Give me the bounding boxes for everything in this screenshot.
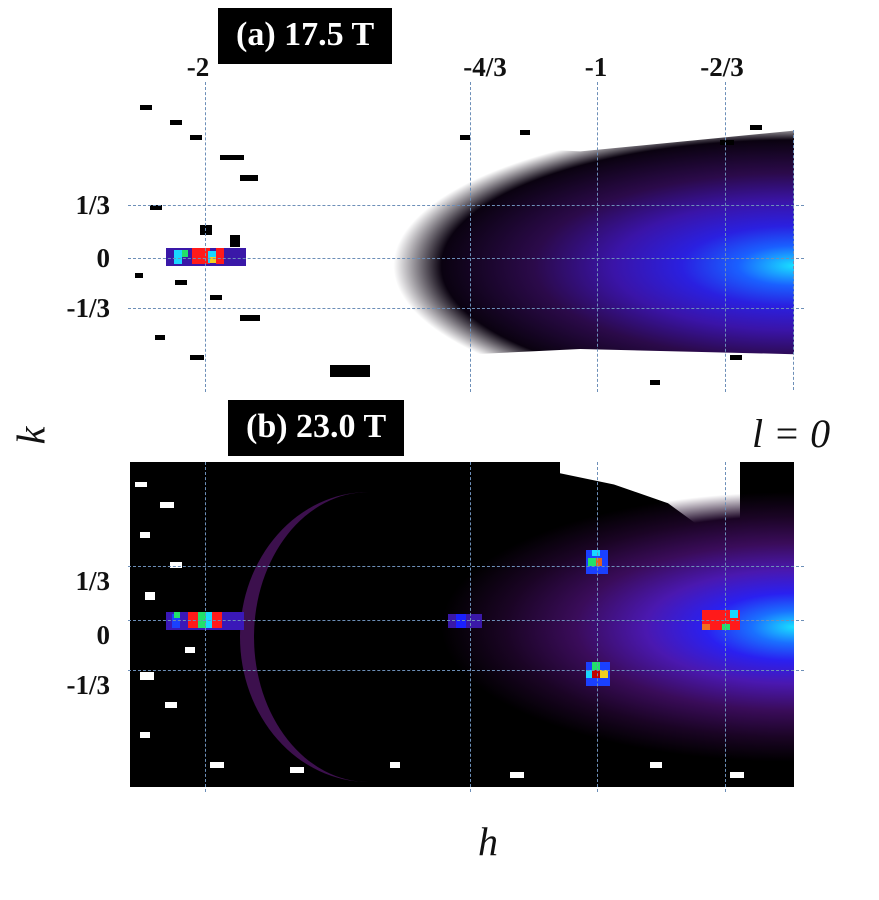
peak-pixel bbox=[592, 662, 600, 670]
grid-k-1-3-b bbox=[128, 566, 804, 567]
y-tick-1-3-b: 1/3 bbox=[75, 566, 110, 596]
noise-pixel bbox=[730, 772, 744, 778]
noise-pixel bbox=[155, 335, 165, 340]
peak-pixel bbox=[174, 612, 180, 618]
peak-pixel bbox=[174, 250, 182, 264]
noise-pixel bbox=[185, 647, 195, 653]
heatmap-panel-b bbox=[130, 462, 794, 787]
peak-pixel bbox=[210, 257, 216, 263]
y-axis-label: k bbox=[8, 426, 54, 445]
heatmap-panel-a bbox=[130, 95, 794, 390]
noise-pixel bbox=[210, 295, 222, 300]
noise-pixel bbox=[210, 762, 224, 768]
noise-pixel bbox=[170, 562, 182, 568]
noise-pixel bbox=[240, 175, 258, 181]
peak-pixel bbox=[702, 624, 710, 630]
noise-pixel bbox=[135, 273, 143, 278]
y-tick-1-3-a: 1/3 bbox=[75, 190, 110, 220]
x-tick-minus-1: -1 bbox=[584, 52, 608, 82]
panel-b-label: (b) 23.0 T bbox=[228, 400, 405, 456]
noise-pixel bbox=[150, 205, 162, 210]
noise-pixel bbox=[460, 135, 470, 140]
grid-k-1-3-a bbox=[128, 205, 804, 206]
grid-right-edge-a bbox=[793, 130, 794, 390]
noise-pixel bbox=[200, 225, 212, 235]
noise-pixel bbox=[140, 672, 154, 680]
l-annotation: l = 0 bbox=[752, 411, 831, 456]
noise-pixel bbox=[230, 235, 240, 247]
x-tick-minus-2-3: -2/3 bbox=[700, 52, 744, 82]
noise-pixel bbox=[165, 702, 177, 708]
noise-pixel bbox=[750, 125, 762, 130]
diffuse-cloud bbox=[281, 130, 794, 362]
grid-h-minus-2-b bbox=[205, 462, 206, 792]
noise-pixel bbox=[390, 762, 400, 768]
noise-pixel bbox=[140, 105, 152, 110]
grid-h-minus-1-b bbox=[597, 462, 598, 792]
x-axis-label: h bbox=[478, 819, 498, 864]
grid-h-minus-2-a bbox=[205, 82, 206, 392]
peak-pixel bbox=[182, 250, 188, 257]
peak-pixel bbox=[456, 614, 466, 628]
y-tick-0-a: 0 bbox=[96, 243, 111, 273]
noise-pixel bbox=[510, 772, 524, 778]
peak-pixel bbox=[172, 614, 180, 628]
peak-pixel bbox=[730, 610, 738, 618]
noise-pixel bbox=[220, 155, 244, 160]
x-tick-minus-2: -2 bbox=[186, 52, 210, 82]
noise-pixel bbox=[135, 482, 147, 487]
noise-pixel bbox=[190, 135, 202, 140]
noise-pixel bbox=[650, 762, 662, 768]
noise-pixel bbox=[140, 532, 150, 538]
grid-k-0-a bbox=[128, 258, 804, 259]
grid-k-minus-1-3-b bbox=[128, 670, 804, 671]
peak-pixel bbox=[600, 670, 608, 678]
noise-pixel bbox=[240, 315, 260, 321]
diffuse-arc bbox=[240, 492, 454, 782]
y-tick-minus-1-3-a: -1/3 bbox=[66, 293, 111, 323]
grid-h-minus-4-3-b bbox=[470, 462, 471, 792]
noise-pixel bbox=[730, 355, 742, 360]
noise-pixel bbox=[145, 592, 155, 600]
peak-pixel bbox=[588, 558, 596, 566]
grid-h-minus-2-3-b bbox=[725, 462, 726, 792]
grid-k-0-b bbox=[128, 620, 804, 621]
peak-pixel bbox=[596, 558, 602, 566]
peak-pixel bbox=[586, 670, 592, 678]
noise-pixel bbox=[290, 767, 304, 773]
noise-pixel bbox=[170, 120, 182, 125]
noise-pixel bbox=[160, 502, 174, 508]
x-tick-minus-4-3: -4/3 bbox=[463, 52, 507, 82]
grid-k-minus-1-3-a bbox=[128, 308, 804, 309]
noise-pixel bbox=[140, 732, 150, 738]
peak-pixel bbox=[592, 550, 600, 556]
y-tick-minus-1-3-b: -1/3 bbox=[66, 670, 111, 700]
peak-pixel bbox=[216, 248, 224, 264]
grid-h-minus-2-3-a bbox=[725, 82, 726, 392]
grid-h-minus-4-3-a bbox=[470, 82, 471, 392]
noise-pixel bbox=[330, 365, 370, 377]
panel-a-label: (a) 17.5 T bbox=[218, 8, 393, 64]
y-tick-0-b: 0 bbox=[96, 620, 111, 650]
noise-pixel bbox=[520, 130, 530, 135]
noise-pixel bbox=[650, 380, 660, 385]
noise-pixel bbox=[720, 140, 734, 145]
peak-pixel bbox=[722, 624, 730, 630]
noise-pixel bbox=[175, 280, 187, 285]
noise-pixel bbox=[190, 355, 204, 360]
peak-pixel bbox=[592, 670, 600, 678]
grid-h-minus-1-a bbox=[597, 82, 598, 392]
